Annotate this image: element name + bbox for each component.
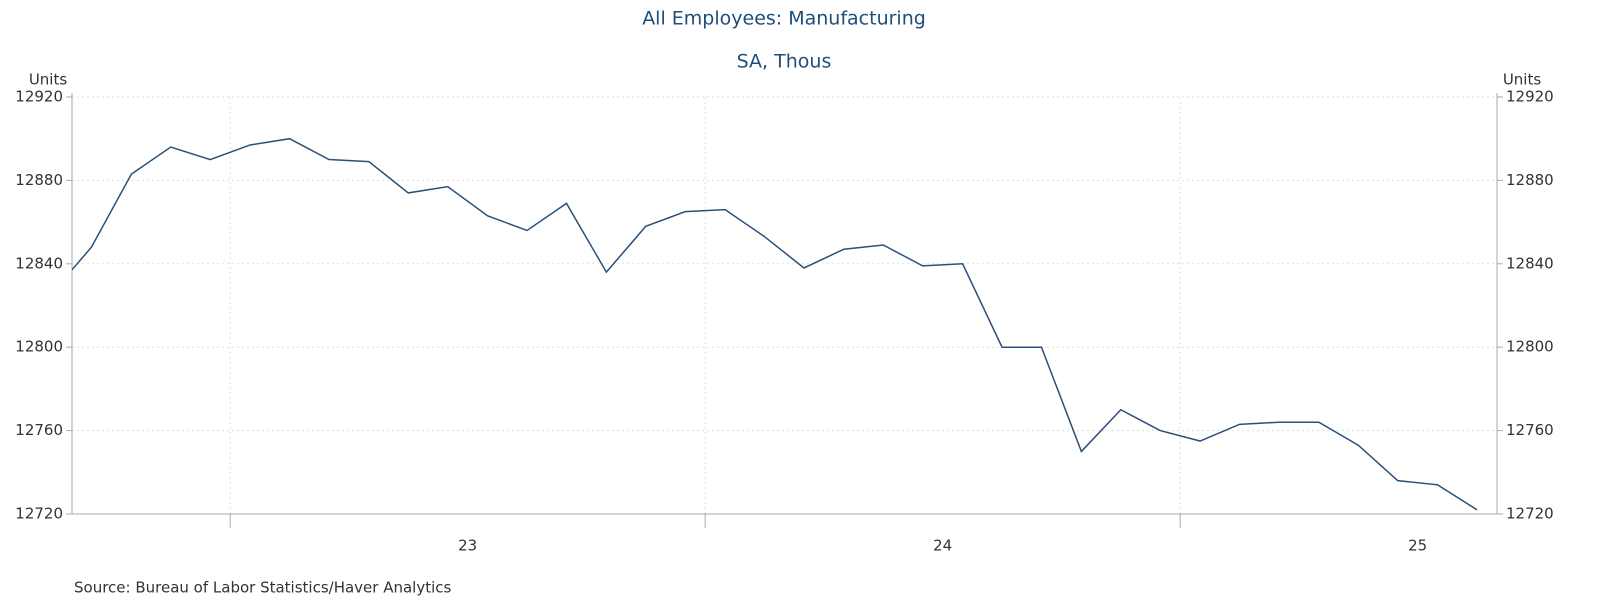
y-tick-label: 12720 <box>15 505 63 523</box>
line-series <box>72 137 1478 511</box>
y2-tick-label: 12920 <box>1506 88 1554 106</box>
chart-title: All Employees: Manufacturing <box>642 8 926 30</box>
x-tick-label: 24 <box>933 537 952 555</box>
x-tick-label: 25 <box>1408 537 1427 555</box>
chart-subtitle: SA, Thous <box>737 51 832 73</box>
y2-axis-label: Units <box>1503 71 1542 89</box>
y-tick-label: 12800 <box>15 338 63 356</box>
y2-tick-label: 12880 <box>1506 171 1554 189</box>
source: Source: Bureau of Labor Statistics/Haver… <box>74 579 452 597</box>
x-tick-label: 23 <box>458 537 477 555</box>
y-tick-label: 12760 <box>15 421 63 439</box>
y2-tick-label: 12720 <box>1506 505 1554 523</box>
y2-tick-label: 12800 <box>1506 338 1554 356</box>
y-tick-label: 12840 <box>15 254 63 272</box>
y-tick-label: 12880 <box>15 171 63 189</box>
y-tick-label: 12920 <box>15 88 63 106</box>
y2-tick-label: 12840 <box>1506 254 1554 272</box>
y2-tick-label: 12760 <box>1506 421 1554 439</box>
y-axis-label: Units <box>29 71 68 89</box>
